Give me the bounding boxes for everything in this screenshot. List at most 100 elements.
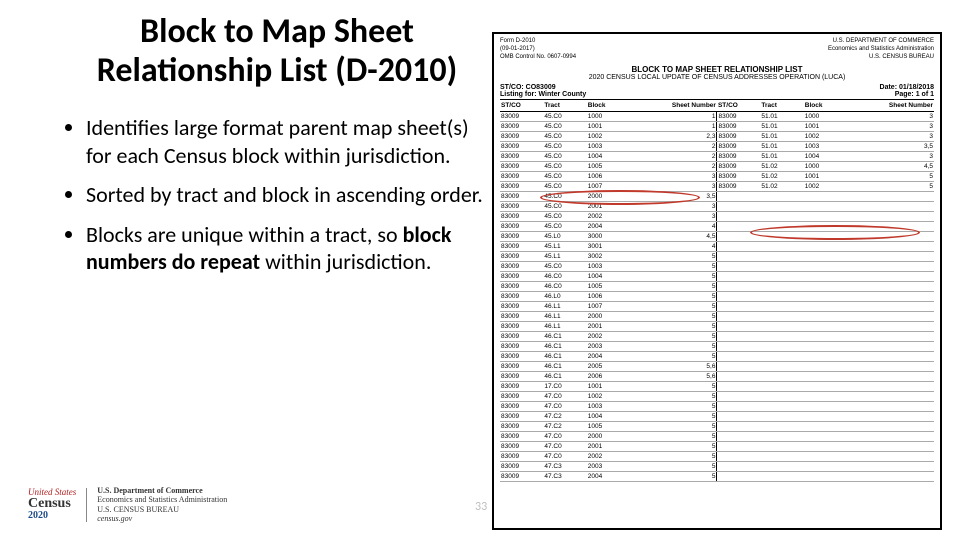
table-cell	[847, 232, 934, 242]
table-cell: 47.C0	[543, 442, 586, 452]
table-cell: 5	[630, 292, 717, 302]
dept-line2: Economics and Statistics Administration	[97, 495, 227, 505]
col-tract: Tract	[543, 100, 586, 112]
table-row: 8300946.C120065,6	[500, 372, 934, 382]
table-cell	[717, 252, 760, 262]
table-cell	[760, 352, 803, 362]
table-cell: 1003	[804, 142, 847, 152]
table-cell	[717, 422, 760, 432]
table-row: 8300946.C010045	[500, 272, 934, 282]
table-cell: 1002	[587, 132, 630, 142]
table-cell: 45.C0	[543, 202, 586, 212]
table-cell: 83009	[500, 392, 543, 402]
table-cell: 46.L0	[543, 292, 586, 302]
table-cell: 83009	[500, 362, 543, 372]
table-cell: 17.C0	[543, 382, 586, 392]
table-cell: 46.L1	[543, 302, 586, 312]
table-cell: 46.L1	[543, 322, 586, 332]
meta-date: Date: 01/18/2018	[880, 84, 934, 91]
table-cell: 45.C0	[543, 262, 586, 272]
table-cell: 83009	[500, 152, 543, 162]
table-cell: 45.C0	[543, 192, 586, 202]
table-row: 8300945.C0100738300951.0210025	[500, 182, 934, 192]
table-cell: 2004	[587, 352, 630, 362]
table-cell	[717, 402, 760, 412]
report-meta: ST/CO: CO83009 Listing for: Winter Count…	[500, 84, 934, 98]
table-cell: 83009	[500, 302, 543, 312]
table-cell: 3,5	[847, 142, 934, 152]
table-cell: 83009	[500, 462, 543, 472]
table-cell: 83009	[717, 182, 760, 192]
col-block2: Block	[804, 100, 847, 112]
table-cell	[717, 372, 760, 382]
table-cell	[804, 242, 847, 252]
table-cell: 51.02	[760, 182, 803, 192]
table-cell: 51.02	[760, 172, 803, 182]
table-cell: 47.C0	[543, 452, 586, 462]
table-cell	[717, 392, 760, 402]
table-cell	[804, 432, 847, 442]
table-cell: 83009	[500, 172, 543, 182]
table-row: 8300946.C120025	[500, 332, 934, 342]
table-cell: 5,6	[630, 362, 717, 372]
table-cell	[760, 412, 803, 422]
table-cell	[804, 332, 847, 342]
table-cell: 46.C1	[543, 362, 586, 372]
table-cell: 45.C0	[543, 132, 586, 142]
table-cell	[717, 332, 760, 342]
table-cell	[804, 302, 847, 312]
table-cell	[847, 412, 934, 422]
table-cell: 83009	[500, 432, 543, 442]
bullet-post: Sorted by tract and block in ascending o…	[86, 181, 483, 208]
table-cell	[804, 462, 847, 472]
table-cell: 2005	[587, 362, 630, 372]
table-cell: 45.L1	[543, 252, 586, 262]
report-header: Form D-2010 (09-01-2017) OMB Control No.…	[500, 38, 934, 61]
table-cell: 83009	[500, 112, 543, 122]
table-cell	[760, 252, 803, 262]
table-cell: 83009	[500, 212, 543, 222]
table-row: 8300947.C020015	[500, 442, 934, 452]
table-cell: 1	[630, 112, 717, 122]
table-cell: 83009	[500, 272, 543, 282]
table-cell: 1003	[587, 142, 630, 152]
table-cell	[804, 372, 847, 382]
table-cell: 51.01	[760, 132, 803, 142]
table-cell: 51.01	[760, 112, 803, 122]
table-cell: 1004	[587, 412, 630, 422]
table-cell	[717, 452, 760, 462]
table-cell: 5	[630, 412, 717, 422]
table-cell: 2,3	[630, 132, 717, 142]
table-row: 8300947.C320045	[500, 472, 934, 482]
table-cell: 83009	[500, 162, 543, 172]
table-cell: 83009	[500, 292, 543, 302]
table-cell	[804, 442, 847, 452]
report-title: BLOCK TO MAP SHEET RELATIONSHIP LIST	[500, 65, 934, 74]
table-cell	[847, 202, 934, 212]
table-cell: 2003	[587, 462, 630, 472]
table-cell	[760, 202, 803, 212]
table-cell: 45.L0	[543, 232, 586, 242]
bullet-list: Identifies large format parent map sheet…	[62, 114, 492, 276]
table-cell	[760, 282, 803, 292]
table-cell: 83009	[500, 192, 543, 202]
table-cell: 5	[630, 392, 717, 402]
table-cell	[847, 322, 934, 332]
table-cell	[847, 212, 934, 222]
table-row: 8300945.C020013	[500, 202, 934, 212]
table-cell	[847, 452, 934, 462]
table-cell: 47.C0	[543, 392, 586, 402]
table-cell: 5	[630, 462, 717, 472]
table-cell	[804, 252, 847, 262]
table-row: 8300945.C010022,38300951.0110023	[500, 132, 934, 142]
table-cell: 83009	[500, 332, 543, 342]
table-cell: 83009	[500, 402, 543, 412]
table-cell: 1	[630, 122, 717, 132]
table-row: 8300946.L120015	[500, 322, 934, 332]
table-cell: 2002	[587, 212, 630, 222]
table-cell	[760, 342, 803, 352]
table-cell: 1001	[804, 122, 847, 132]
table-cell	[717, 212, 760, 222]
table-cell	[804, 272, 847, 282]
table-cell: 3	[847, 122, 934, 132]
